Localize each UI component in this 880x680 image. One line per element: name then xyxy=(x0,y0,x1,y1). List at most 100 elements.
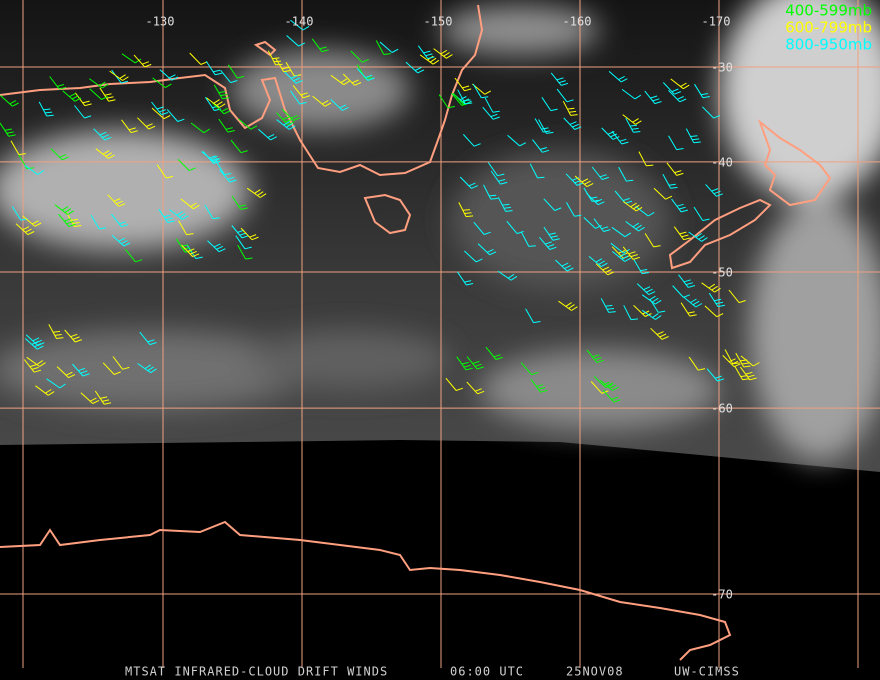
wind-barb xyxy=(454,77,472,92)
wind-barb xyxy=(635,205,655,217)
wind-barb xyxy=(238,118,258,130)
longitude-label: -130 xyxy=(146,15,175,29)
wind-barb xyxy=(583,217,602,229)
wind-barb xyxy=(704,305,724,318)
wind-barb xyxy=(595,263,615,276)
footer-source: UW-CIMSS xyxy=(674,665,740,679)
wind-barb xyxy=(169,209,189,220)
wind-barb xyxy=(133,54,152,68)
wind-barb xyxy=(0,122,16,137)
wind-barb xyxy=(490,170,508,185)
wind-barb xyxy=(599,379,620,391)
wind-barb xyxy=(246,187,267,198)
wind-barb xyxy=(112,356,130,370)
wind-barb xyxy=(534,118,551,133)
wind-barb xyxy=(240,227,259,241)
wind-barb xyxy=(602,389,621,403)
wind-barb xyxy=(102,362,121,375)
wind-barb xyxy=(72,363,90,377)
wind-barb xyxy=(158,208,175,223)
wind-barb xyxy=(107,194,126,207)
wind-barb xyxy=(622,114,642,125)
wind-barb xyxy=(623,201,643,212)
wind-barb xyxy=(190,122,211,134)
wind-barb xyxy=(342,73,362,86)
wind-barb xyxy=(705,184,723,197)
wind-barb xyxy=(89,78,109,89)
wind-barb xyxy=(670,78,690,90)
wind-barb xyxy=(151,107,171,120)
wind-barb xyxy=(728,289,746,304)
wind-barb xyxy=(89,88,109,100)
wind-barb xyxy=(62,90,82,102)
wind-barb xyxy=(466,356,484,370)
wind-barb xyxy=(24,338,44,350)
wind-barb xyxy=(673,226,691,241)
wind-barb xyxy=(662,82,681,95)
wind-barb xyxy=(281,109,301,122)
wind-barb xyxy=(653,187,673,200)
wind-barb xyxy=(330,74,350,86)
latitude-label: -40 xyxy=(711,155,733,169)
new-zealand-coast xyxy=(668,198,772,270)
wind-barb xyxy=(151,101,169,116)
wind-barb xyxy=(445,377,463,391)
wind-barb xyxy=(625,221,645,232)
wind-barb xyxy=(532,139,550,153)
wind-barb xyxy=(706,368,725,382)
wind-barb xyxy=(586,349,604,363)
wind-barb xyxy=(484,97,500,113)
wind-barb xyxy=(487,162,505,177)
wind-barb xyxy=(205,61,223,76)
wind-barb xyxy=(405,61,425,74)
wind-barb xyxy=(608,71,628,83)
wind-barb xyxy=(94,390,112,405)
clouds xyxy=(0,0,880,460)
wind-barb xyxy=(204,204,220,220)
wind-barb xyxy=(35,385,55,396)
wind-barb xyxy=(356,68,375,81)
latitude-label: -70 xyxy=(711,588,733,602)
wind-barb xyxy=(159,69,179,81)
wind-barb xyxy=(563,117,582,130)
wind-barb xyxy=(456,271,474,286)
wind-barb xyxy=(231,195,248,210)
wind-barb xyxy=(680,302,697,317)
wind-barb xyxy=(121,53,142,64)
wind-barb xyxy=(621,88,642,100)
wind-barb xyxy=(464,250,483,263)
wind-barb xyxy=(644,90,662,105)
wind-barb xyxy=(111,213,129,228)
wind-barb xyxy=(312,95,332,107)
wind-barb xyxy=(74,92,92,107)
wind-barb xyxy=(586,193,605,206)
australia-coast xyxy=(253,40,277,57)
wind-barb xyxy=(521,231,536,247)
wind-barb xyxy=(54,204,74,215)
wind-barb xyxy=(562,100,578,116)
wind-barb xyxy=(26,356,46,367)
wind-barb xyxy=(189,52,208,65)
wind-barb xyxy=(633,259,650,275)
wind-barb xyxy=(286,35,306,47)
wind-barb xyxy=(683,296,703,308)
wind-barb xyxy=(212,102,231,115)
wind-barb xyxy=(666,162,684,176)
coastlines xyxy=(0,4,832,661)
wind-barb xyxy=(539,236,557,250)
wind-barb xyxy=(740,355,760,367)
wind-barb xyxy=(258,128,277,141)
wind-barb xyxy=(556,88,574,103)
wind-barb xyxy=(462,134,481,147)
wind-barb xyxy=(644,233,661,248)
wind-barb xyxy=(600,298,616,313)
wind-barb xyxy=(459,176,479,189)
wind-barb xyxy=(95,148,115,159)
wind-barb xyxy=(739,366,757,381)
wind-barb xyxy=(276,119,296,130)
wind-barb xyxy=(46,378,66,389)
wind-barb xyxy=(438,94,455,109)
wind-barb xyxy=(688,231,708,242)
wind-barb xyxy=(379,41,399,53)
